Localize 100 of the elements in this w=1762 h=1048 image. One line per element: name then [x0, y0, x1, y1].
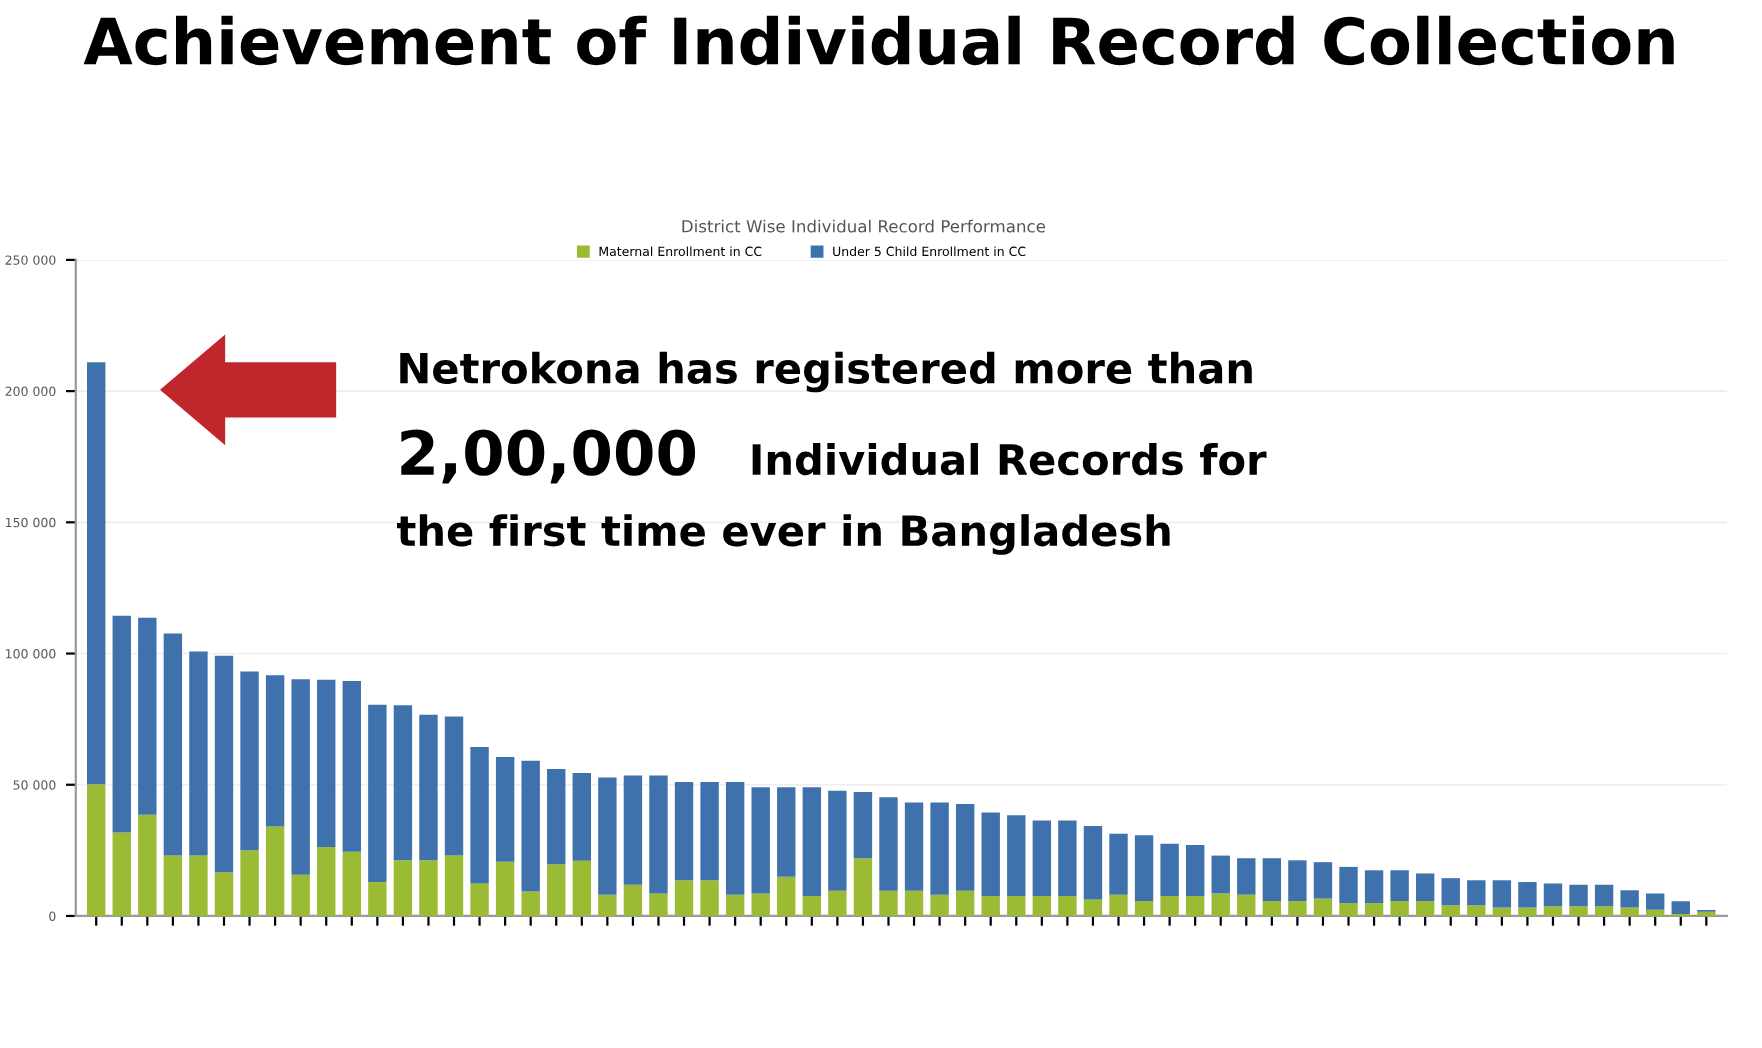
- bar: [1415, 900, 1435, 916]
- bar: [1646, 893, 1665, 910]
- bar: [700, 782, 719, 881]
- bar: [1543, 883, 1563, 907]
- bar: [1083, 825, 1103, 900]
- bar: [1058, 896, 1077, 916]
- bar: [572, 860, 591, 916]
- bar: [521, 891, 540, 916]
- annotation: 2,00,000: [401, 429, 696, 484]
- bar: [1185, 845, 1205, 897]
- bar: [138, 814, 157, 916]
- bar: [393, 705, 413, 861]
- chart-subtitle: District Wise Individual Record Performance: [682, 219, 1046, 233]
- bar: [777, 876, 796, 916]
- bar: [189, 651, 208, 856]
- bar: [598, 894, 617, 916]
- bar: [495, 861, 515, 916]
- bar: [802, 787, 822, 897]
- bar: [904, 802, 924, 891]
- bar: [955, 890, 975, 916]
- bar: [1569, 884, 1588, 907]
- bar: [265, 826, 285, 916]
- bar: [1211, 893, 1230, 916]
- bar: [1441, 878, 1460, 906]
- bar: [393, 860, 413, 916]
- bar: [1134, 900, 1154, 916]
- bar: [1339, 866, 1358, 904]
- bar: [981, 812, 1000, 897]
- bar: [1518, 907, 1537, 916]
- bar: [1620, 907, 1639, 916]
- bar: [1364, 870, 1384, 904]
- bar: [1007, 815, 1026, 897]
- bar: [751, 787, 770, 894]
- bar: [87, 784, 106, 916]
- bar: [1390, 900, 1409, 916]
- bar: [879, 890, 898, 916]
- bar: [317, 679, 336, 847]
- bar: [1339, 903, 1358, 916]
- bar: [1237, 858, 1256, 895]
- bar: [1032, 820, 1052, 897]
- bar: [1441, 905, 1460, 916]
- bar: [214, 872, 234, 916]
- bar: [1313, 862, 1333, 899]
- bar: [495, 756, 515, 862]
- bar: [547, 864, 566, 916]
- bar: [368, 882, 387, 916]
- bar: [1058, 820, 1077, 897]
- bar: [725, 894, 745, 916]
- bar: [1134, 835, 1154, 901]
- bar: [547, 769, 566, 865]
- bar: [470, 883, 489, 916]
- bar: [1518, 882, 1537, 908]
- annotation: Netrokona has registered more than: [400, 351, 1252, 393]
- bar: [138, 617, 157, 815]
- bar: [419, 714, 438, 861]
- bar: [1467, 880, 1486, 906]
- bar: [1313, 898, 1333, 916]
- annotation: the first time ever in Bangladesh: [397, 514, 1170, 555]
- bar: [904, 890, 924, 916]
- bar: [1288, 860, 1307, 901]
- bar: [1185, 896, 1205, 916]
- bar: [1492, 907, 1512, 916]
- bar: [1160, 843, 1179, 897]
- bar: [368, 704, 387, 883]
- bar: [623, 775, 643, 885]
- bar: [521, 760, 540, 892]
- bar: [1160, 896, 1179, 916]
- bar: [955, 803, 975, 891]
- bar: [802, 896, 822, 916]
- bar: [981, 896, 1000, 916]
- bar: [419, 860, 438, 916]
- bar: [1543, 906, 1563, 916]
- bar: [649, 775, 668, 894]
- bar: [1262, 900, 1282, 916]
- bar: [1083, 899, 1103, 916]
- bar: [112, 832, 131, 916]
- bar: [342, 851, 361, 916]
- bar: [470, 746, 489, 884]
- bar: [1364, 903, 1384, 916]
- bar: [674, 782, 694, 881]
- bar: [1620, 890, 1639, 908]
- bar: [265, 675, 285, 827]
- bar: [1671, 901, 1690, 915]
- bar: [751, 893, 770, 916]
- bar: [112, 615, 131, 833]
- bar: [700, 880, 719, 916]
- bar: [777, 787, 796, 877]
- bar: [1032, 896, 1052, 916]
- bar: [1594, 906, 1614, 916]
- annotation: Individual Records for: [752, 443, 1267, 476]
- bar: [163, 633, 183, 856]
- bar: [1569, 906, 1588, 916]
- bar: [342, 681, 361, 852]
- bar: [598, 777, 617, 895]
- bar: [1390, 870, 1409, 901]
- bar: [1109, 894, 1128, 916]
- bar: [930, 802, 949, 895]
- bar: [444, 855, 464, 916]
- bar: [725, 782, 745, 895]
- bar: [623, 884, 643, 916]
